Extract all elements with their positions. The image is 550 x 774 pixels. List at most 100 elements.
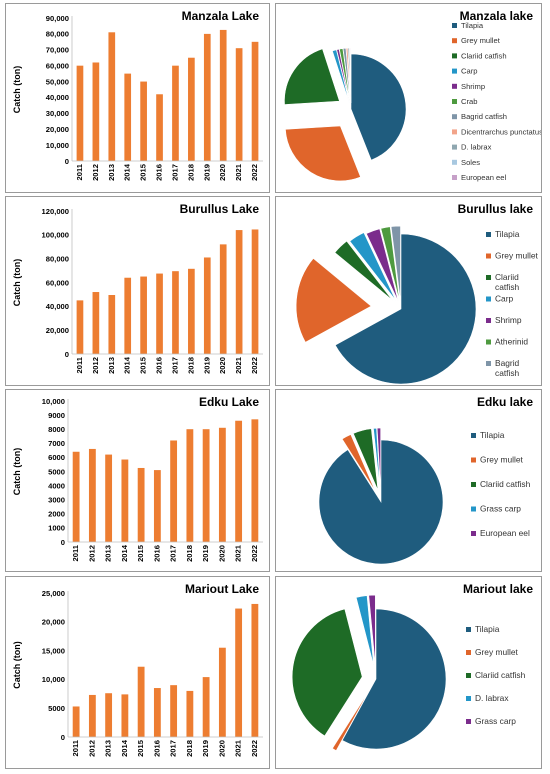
y-tick-label: 60,000 (46, 61, 69, 70)
y-tick-label: 120,000 (42, 207, 69, 216)
bar-2012 (88, 448, 96, 542)
legend-swatch (466, 673, 471, 678)
x-tick-label: 2019 (202, 357, 211, 374)
legend-label: Clariid catfish (495, 272, 520, 292)
pie-slice-grass-carp (368, 594, 376, 666)
bar-2014 (124, 277, 132, 354)
bar-2019 (202, 677, 210, 737)
bar-2022 (251, 41, 259, 161)
legend-swatch (452, 129, 457, 135)
bar-2021 (235, 48, 243, 161)
y-tick-label: 9000 (48, 411, 65, 420)
pie-slice-atherinid (380, 226, 400, 302)
chart-title: Burullus Lake (180, 202, 260, 216)
bar-chart-svg: 0 10,000 20,000 30,000 40,000 50,000 60,000 70,… (12, 9, 263, 181)
legend-label: Tilapia (480, 430, 505, 440)
legend-swatch (452, 53, 457, 59)
legend-swatch (471, 482, 476, 487)
pie-slice-clariid-catfish (291, 608, 363, 737)
bar-2019 (203, 33, 211, 161)
legend-label: Clariid catfish (475, 670, 526, 680)
bar-2013 (108, 295, 116, 354)
bar-2018 (188, 268, 195, 354)
y-tick-label: 2000 (48, 510, 65, 519)
x-tick-label: 2013 (107, 357, 116, 374)
mariout-pie-panel: Tilapia Grey mullet Clariid catfish D. labr… (275, 576, 542, 769)
x-tick-label: 2021 (234, 544, 243, 562)
chart-title: Edku lake (477, 395, 533, 409)
chart-title: Edku Lake (199, 395, 259, 409)
y-tick-label: 10,000 (42, 675, 65, 684)
x-tick-label: 2012 (87, 545, 96, 562)
bar-2017 (170, 685, 178, 737)
pie-chart-svg: Tilapia Grey mullet Clariid catfish Grass c… (318, 395, 533, 565)
x-tick-label: 2014 (123, 356, 132, 374)
chart-title: Burullus lake (458, 202, 534, 216)
y-tick-label: 15,000 (42, 646, 65, 655)
edku-bar-panel: 0 1000 2000 3000 4000 5000 6000 7000 8000 9000 10,… (5, 389, 270, 572)
pie-slice-tilapia (334, 233, 477, 385)
y-tick-label: 60,000 (46, 278, 69, 287)
legend-swatch (452, 175, 457, 180)
bar-2017 (172, 271, 179, 354)
legend-label: Atherinid (495, 337, 528, 347)
pie-slice-tilapia (350, 53, 407, 161)
chart-title: Mariout lake (463, 582, 533, 596)
y-tick-label: 10,000 (46, 141, 69, 150)
x-tick-label: 2017 (170, 357, 179, 374)
y-tick-label: 5000 (48, 704, 65, 713)
legend-label: D. labrax (461, 143, 492, 152)
legend-swatch (452, 83, 457, 89)
pie-chart-svg: Tilapia Grey mullet Clariid catfish Carp Shri… (295, 202, 538, 385)
x-tick-label: 2020 (217, 740, 226, 757)
bar-2019 (202, 429, 210, 542)
bar-2011 (76, 300, 84, 355)
y-tick-label: 6000 (48, 453, 65, 462)
x-tick-label: 2018 (185, 545, 194, 562)
x-tick-label: 2021 (234, 356, 243, 374)
x-tick-label: 2017 (169, 545, 178, 562)
legend-swatch (486, 296, 491, 302)
pie-slice-crab (339, 48, 351, 104)
x-tick-label: 2022 (250, 357, 259, 374)
legend-swatch (471, 531, 476, 536)
legend-label: Grey mullet (475, 647, 518, 657)
bar-2013 (105, 693, 113, 737)
bar-2020 (218, 427, 226, 542)
legend-swatch (486, 232, 491, 237)
x-tick-label: 2015 (136, 544, 145, 562)
x-tick-label: 2021 (234, 163, 243, 181)
x-tick-label: 2022 (250, 740, 259, 757)
y-tick-label: 40,000 (46, 302, 69, 311)
legend-label: European eel (480, 528, 530, 538)
y-tick-label: 100,000 (42, 231, 69, 240)
legend-label: Clariid catfish (461, 51, 507, 60)
pie-slice-carp (331, 49, 350, 104)
legend-swatch (466, 650, 471, 655)
bar-chart-svg: 0 20,000 40,000 60,000 80,000 100,000 120,000 2… (12, 202, 263, 374)
legend-label: Grey mullet (480, 455, 523, 465)
y-tick-label: 25,000 (42, 589, 65, 598)
legend-swatch (486, 275, 491, 280)
legend-label: Grey mullet (461, 36, 501, 45)
bar-2014 (121, 459, 129, 542)
x-tick-label: 2018 (185, 740, 194, 757)
legend-label: D. labrax (475, 693, 509, 703)
x-tick-label: 2015 (139, 356, 148, 374)
manzala-bar-panel: 0 10,000 20,000 30,000 40,000 50,000 60,000 70,… (5, 3, 270, 193)
pie-slice-grey-mullet (331, 689, 371, 752)
bar-2018 (186, 690, 194, 737)
x-tick-label: 2017 (169, 740, 178, 757)
pie-slice-grey-mullet (341, 434, 376, 492)
y-tick-label: 20,000 (42, 618, 65, 627)
pie-chart-svg: Tilapia Grey mullet Clariid catfish Carp Shr… (284, 9, 541, 182)
x-tick-label: 2014 (123, 163, 132, 181)
x-tick-label: 2011 (75, 356, 84, 373)
x-tick-label: 2018 (186, 357, 195, 374)
bar-2015 (137, 467, 145, 542)
legend-label: Bagrid catfish (495, 358, 520, 378)
y-axis-label: Catch (ton) (12, 259, 22, 307)
legend-label: Clariid catfish (480, 479, 531, 489)
y-tick-label: 90,000 (46, 14, 69, 23)
legend-label: Shrimp (461, 82, 485, 91)
